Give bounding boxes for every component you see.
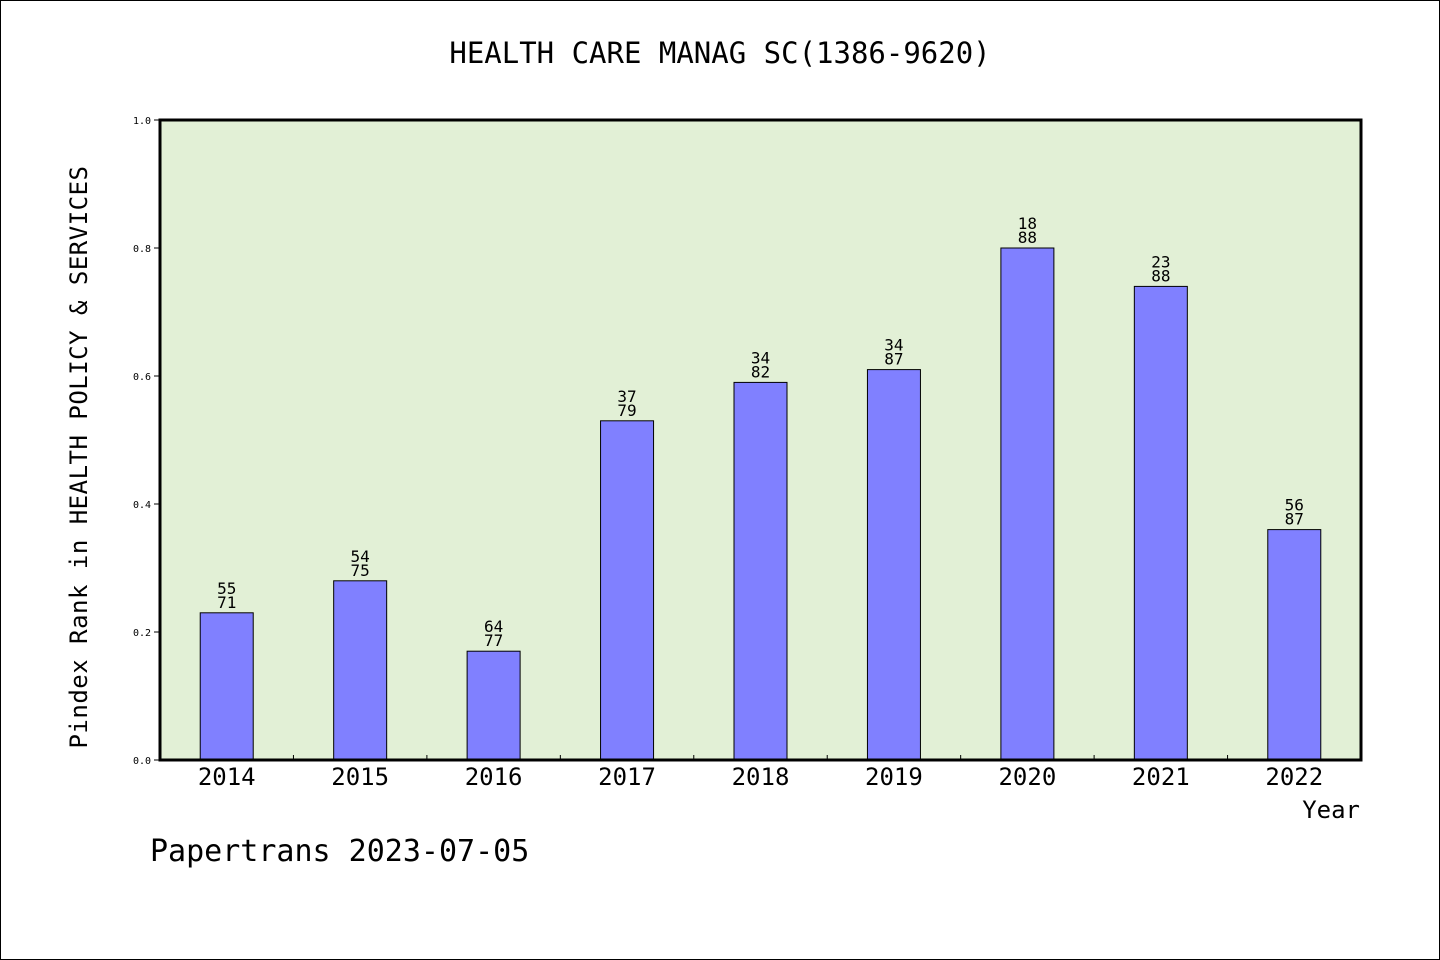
y-axis-title: Pindex Rank in HEALTH POLICY & SERVICES xyxy=(65,165,93,749)
bar-rank-label: 55 xyxy=(217,579,236,598)
x-tick-label: 2017 xyxy=(598,763,656,791)
bar-rank-label: 37 xyxy=(617,387,636,406)
bar-rank-label: 54 xyxy=(351,547,370,566)
x-tick-label: 2018 xyxy=(732,763,790,791)
x-tick-label: 2015 xyxy=(331,763,389,791)
bar-rank-label: 34 xyxy=(751,348,770,367)
bar-rank-label: 56 xyxy=(1285,496,1304,515)
bar-total-label: 79 xyxy=(617,401,636,420)
x-tick-label: 2021 xyxy=(1132,763,1190,791)
bar-total-label: 71 xyxy=(217,593,236,612)
bar-2014 xyxy=(199,612,254,761)
bars-layer xyxy=(199,247,1322,761)
bar-2015 xyxy=(333,580,388,761)
x-tick-label: 2014 xyxy=(198,763,256,791)
x-tick-label: 2020 xyxy=(998,763,1056,791)
bar-rank-label: 23 xyxy=(1151,252,1170,271)
chart-title: HEALTH CARE MANAG SC(1386-9620) xyxy=(449,36,991,70)
bar-total-label: 82 xyxy=(751,362,770,381)
y-tick-label: 0.2 xyxy=(133,628,151,639)
bar-total-label: 88 xyxy=(1018,228,1037,247)
bar-2019 xyxy=(866,369,921,761)
bar-2021 xyxy=(1133,285,1188,761)
plot-border xyxy=(158,118,1363,762)
y-tick-label: 0.8 xyxy=(133,244,151,255)
bar-rank-label: 64 xyxy=(484,617,503,636)
y-tick-label: 0.4 xyxy=(133,500,151,511)
x-tick-label: 2019 xyxy=(865,763,923,791)
bar-2018 xyxy=(733,381,788,761)
y-axis: 0.0 0.2 0.4 0.6 0.8 1.0 xyxy=(133,116,160,767)
footer-credit: Papertrans 2023-07-05 xyxy=(150,834,530,869)
x-tick-label: 2022 xyxy=(1265,763,1323,791)
bar-2022 xyxy=(1267,529,1322,761)
bar-2020 xyxy=(1000,247,1055,761)
y-tick-label: 0.0 xyxy=(133,756,151,767)
x-tick-label: 2016 xyxy=(465,763,523,791)
bar-total-label: 87 xyxy=(1285,510,1304,529)
x-axis: 2014 2015 2016 2017 2018 2019 2020 2021 2022 xyxy=(198,755,1323,791)
bar-total-label: 87 xyxy=(884,350,903,369)
bar-total-label: 77 xyxy=(484,631,503,650)
x-axis-title: Year xyxy=(1302,796,1360,824)
bar-rank-label: 34 xyxy=(884,336,903,355)
bar-rank-label: 18 xyxy=(1018,214,1037,233)
bar-total-label: 75 xyxy=(351,561,370,580)
bar-2017 xyxy=(600,420,655,761)
y-tick-label: 0.6 xyxy=(133,372,151,383)
y-tick-label: 1.0 xyxy=(133,116,151,127)
bar-2016 xyxy=(466,650,521,761)
bar-total-label: 88 xyxy=(1151,266,1170,285)
